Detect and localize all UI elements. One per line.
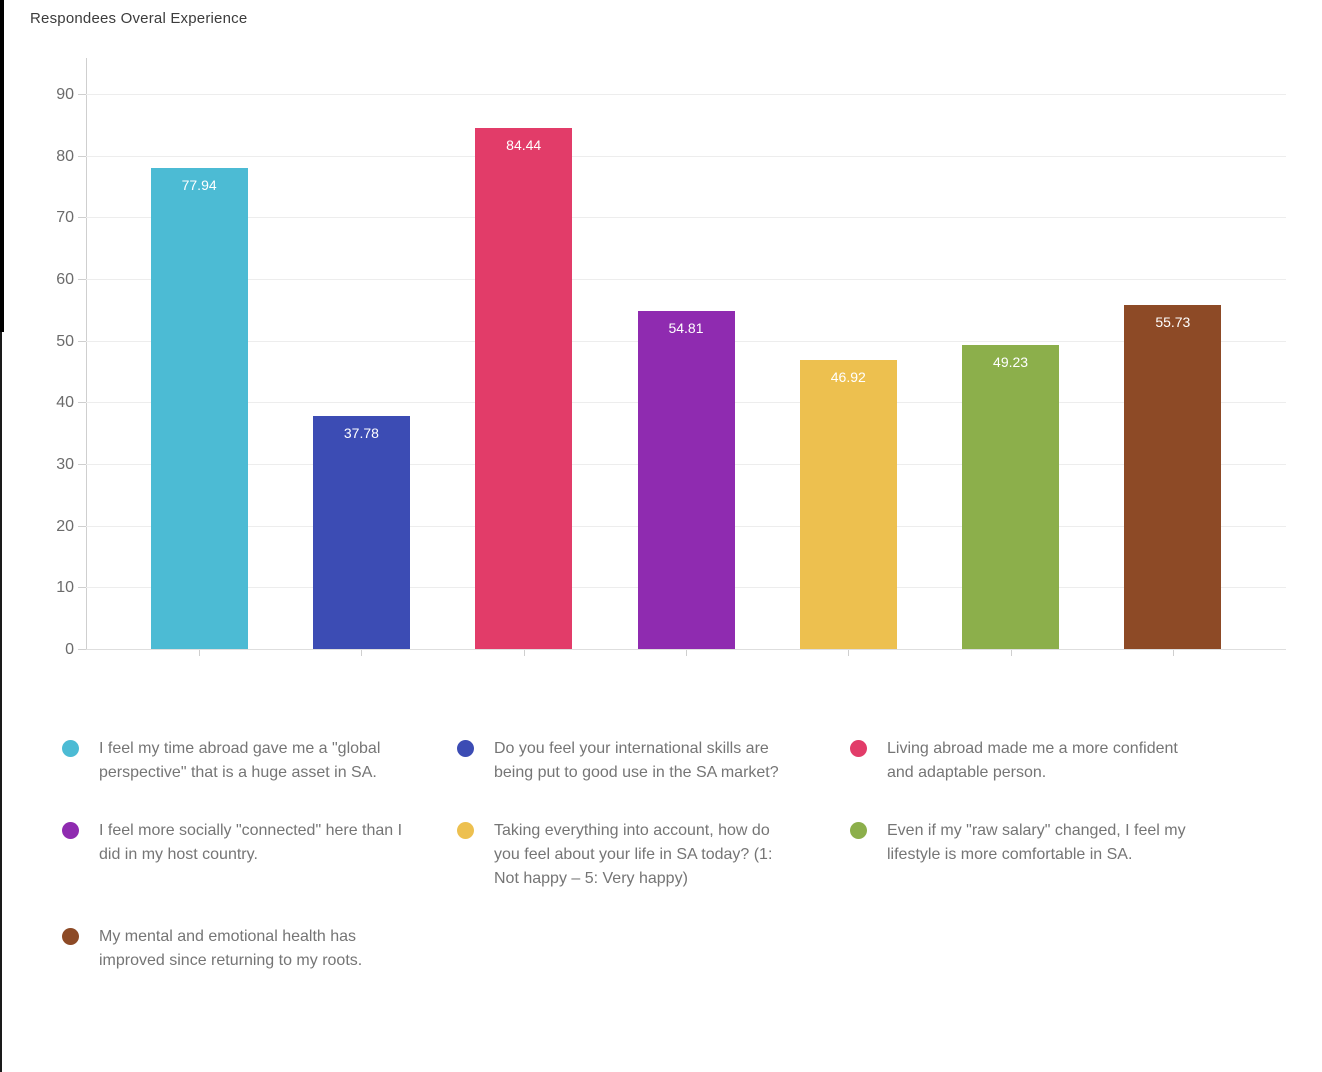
y-tick [78, 525, 86, 527]
bar-value-label: 46.92 [830, 368, 866, 385]
x-tick [848, 650, 850, 656]
legend-item-7: My mental and emotional health has impro… [62, 925, 457, 973]
window-left-edge [0, 0, 2, 1072]
y-tick [78, 94, 86, 95]
legend-item-2: Do you feel your international skills ar… [457, 737, 850, 785]
legend-dot-icon [62, 740, 79, 757]
x-tick [1172, 650, 1174, 656]
bar-4[interactable]: 54.81 [637, 311, 735, 649]
bar-value-label: 55.73 [1155, 314, 1191, 331]
bar-1[interactable]: 77.94 [150, 168, 248, 649]
y-tick [78, 649, 86, 650]
gridline-90 [86, 94, 1286, 95]
y-tick [78, 217, 86, 219]
chart-title: Respondees Overal Experience [30, 10, 248, 27]
legend-dot-icon [62, 928, 79, 945]
y-axis-label-90: 90 [56, 86, 74, 103]
window-left-edge-black-strip [0, 0, 4, 332]
y-tick [78, 155, 86, 157]
x-tick [686, 650, 687, 656]
legend-dot-icon [457, 822, 474, 839]
x-axis-line [86, 649, 1286, 650]
legend-dot-icon [62, 822, 79, 839]
legend-item-label: I feel my time abroad gave me a "global … [99, 740, 381, 781]
legend-item-label: Do you feel your international skills ar… [494, 740, 779, 781]
x-tick [1010, 650, 1012, 656]
bar-value-label: 54.81 [668, 320, 704, 337]
legend-dot-icon [457, 740, 474, 757]
y-tick [78, 464, 86, 465]
y-axis-line [86, 58, 87, 650]
y-tick [78, 279, 86, 280]
legend-item-label: Living abroad made me a more confident a… [887, 740, 1178, 781]
y-axis-label-60: 60 [56, 271, 74, 288]
bar-6[interactable]: 49.23 [962, 345, 1060, 649]
y-axis-label-50: 50 [56, 332, 74, 350]
legend-dot-icon [850, 822, 867, 839]
bar-value-label: 37.78 [343, 425, 379, 442]
legend-item-5: Taking everything into account, how do y… [457, 819, 850, 891]
y-axis-label-20: 20 [56, 517, 74, 535]
legend-item-label: My mental and emotional health has impro… [99, 928, 363, 969]
gridline-60 [86, 279, 1286, 280]
bar-3[interactable]: 84.44 [475, 128, 573, 649]
legend-dot-icon [850, 740, 867, 757]
legend-item-label: Even if my "raw salary" changed, I feel … [887, 822, 1186, 863]
bar-2[interactable]: 37.78 [312, 416, 410, 649]
legend-item-3: Living abroad made me a more confident a… [850, 737, 1243, 785]
y-tick [78, 587, 86, 589]
y-tick [78, 402, 86, 404]
gridline-80 [86, 155, 1286, 157]
y-axis-label-30: 30 [56, 456, 74, 473]
legend-item-label: I feel more socially "connected" here th… [99, 822, 403, 863]
y-axis-label-40: 40 [56, 394, 74, 412]
x-tick [361, 650, 363, 656]
x-tick [199, 650, 201, 656]
legend-item-label: Taking everything into account, how do y… [494, 822, 773, 887]
y-tick [78, 340, 86, 342]
bar-7[interactable]: 55.73 [1124, 305, 1222, 649]
y-axis-label-10: 10 [56, 579, 74, 597]
x-tick [523, 650, 525, 656]
bar-value-label: 77.94 [181, 177, 217, 194]
y-axis-label-70: 70 [56, 209, 74, 227]
bar-value-label: 49.23 [993, 354, 1029, 371]
plot-area: 0 10 20 30 40 50 60 70 80 90 77.94 37.78 84.44 54.81 4… [56, 58, 1286, 658]
bar-value-label: 84.44 [506, 137, 542, 154]
legend-item-1: I feel my time abroad gave me a "global … [62, 737, 457, 785]
gridline-70 [86, 217, 1286, 219]
y-axis-label-80: 80 [56, 147, 74, 165]
legend-item-4: I feel more socially "connected" here th… [62, 819, 457, 867]
legend-item-6: Even if my "raw salary" changed, I feel … [850, 819, 1243, 867]
bar-5[interactable]: 46.92 [799, 359, 897, 649]
chart-legend: I feel my time abroad gave me a "global … [62, 737, 1302, 973]
y-axis-label-0: 0 [65, 641, 74, 658]
